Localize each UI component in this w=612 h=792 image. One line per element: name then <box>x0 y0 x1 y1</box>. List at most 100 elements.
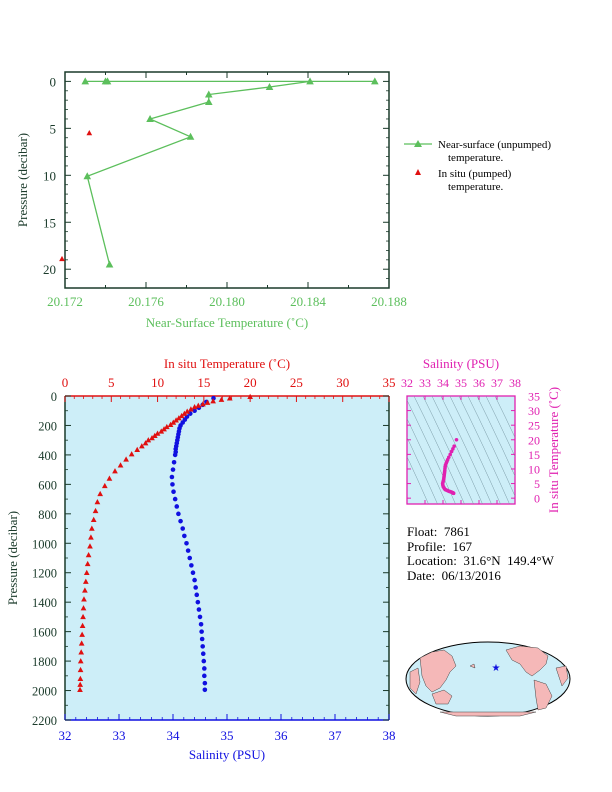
legend-unpumped-label-line2: temperature. <box>448 152 504 164</box>
y-tick-label: 20 <box>43 262 56 277</box>
salinity-point <box>200 644 205 649</box>
temperature-point <box>170 419 177 425</box>
ts-x-tick-label: 35 <box>455 376 467 390</box>
float-id: Float: 7861 <box>407 524 470 539</box>
sal-tick-label: 35 <box>221 728 234 743</box>
salinity-point <box>198 621 204 627</box>
ts-point <box>449 449 454 454</box>
unpumped-point <box>371 77 379 85</box>
temperature-point <box>145 437 152 443</box>
temperature-point <box>204 399 211 405</box>
land-africa-east <box>555 665 569 687</box>
temperature-point <box>112 468 118 474</box>
ts-x-ticks: 32 33 34 35 36 37 38 <box>401 376 521 504</box>
unpumped-point <box>103 77 112 85</box>
temperature-point <box>77 658 84 664</box>
salinity-point <box>178 518 183 524</box>
profile-plot-background <box>65 396 389 720</box>
ts-series <box>440 437 459 496</box>
temperature-point <box>184 408 191 414</box>
salinity-point <box>190 570 196 576</box>
salinity-ticks: 32 33 34 35 36 37 38 <box>59 714 396 743</box>
salinity-point <box>199 636 205 642</box>
temperature-point <box>178 412 185 419</box>
profile-chart: 0 5 10 15 20 25 30 35 32 33 34 35 36 37 38 0 200 400 600… <box>5 356 396 762</box>
land-south-america <box>533 679 553 711</box>
salinity-point <box>169 474 175 480</box>
unpumped-point <box>146 114 154 122</box>
ts-y-tick-label: 15 <box>528 448 540 462</box>
pumped-point <box>59 255 65 262</box>
temperature-point <box>151 432 158 439</box>
temperature-point <box>94 499 101 505</box>
near-surface-x-axis-label: Near-Surface Temperature (˚C) <box>146 315 308 330</box>
world-map: ★ <box>405 641 571 717</box>
salinity-series <box>169 395 216 693</box>
legend-unpumped-label-line1: Near-surface (unpumped) <box>438 139 551 151</box>
temperature-point <box>80 613 86 620</box>
temperature-point <box>200 401 206 407</box>
y-tick-label: 0 <box>50 74 57 89</box>
pres-tick-label: 1400 <box>32 596 57 610</box>
temperature-point <box>79 631 85 637</box>
temperature-point <box>82 587 88 593</box>
temperature-point <box>77 686 83 693</box>
ts-y-axis-label: In situ Temperature (˚C) <box>546 387 561 513</box>
ts-y-tick-label: 0 <box>534 492 540 506</box>
salinity-point <box>182 533 187 539</box>
density-contour <box>407 418 447 504</box>
y-tick-label: 5 <box>50 121 57 136</box>
x-tick-label: 20.184 <box>290 294 326 309</box>
float-location: Location: 31.6°N 149.4°W <box>407 553 554 568</box>
salinity-point <box>202 666 207 671</box>
pumped-point <box>86 130 93 136</box>
temperature-point <box>77 666 84 673</box>
salinity-point <box>170 467 176 472</box>
profile-date: Date: 06/13/2016 <box>407 567 501 583</box>
x-tick-label: 20.188 <box>371 294 407 309</box>
profile-number: Profile: 167 <box>407 538 472 554</box>
salinity-point <box>176 511 181 517</box>
salinity-point <box>189 563 194 568</box>
temp-tick-label: 15 <box>197 375 210 390</box>
salinity-point <box>200 651 206 657</box>
pres-tick-label: 2200 <box>32 714 57 728</box>
pressure-axis-label: Pressure (decibar) <box>5 511 20 605</box>
unpumped-point <box>81 77 90 85</box>
pres-tick-label: 200 <box>38 419 57 433</box>
temperature-point <box>154 430 161 436</box>
salinity-point <box>171 459 177 465</box>
temperature-point <box>85 552 92 558</box>
temp-tick-label: 0 <box>62 375 69 390</box>
temperature-point <box>247 393 253 399</box>
salinity-point <box>192 577 197 583</box>
salinity-point <box>180 526 186 531</box>
near-surface-chart: 20.172 20.176 20.180 20.184 20.188 05101520 … <box>15 71 407 330</box>
salinity-point <box>202 673 207 679</box>
temperature-axis-label: In situ Temperature (˚C) <box>164 356 290 371</box>
salinity-point <box>192 408 197 414</box>
land-pacific-islands <box>469 663 476 669</box>
temperature-point <box>128 451 135 457</box>
salinity-point <box>196 607 202 612</box>
ts-y-tick-label: 30 <box>528 404 540 418</box>
temp-tick-label: 5 <box>108 375 115 390</box>
density-contour <box>407 455 429 504</box>
temperature-point <box>191 404 198 410</box>
temperature-point <box>80 605 87 611</box>
x-tick-label: 20.172 <box>47 294 83 309</box>
pres-tick-label: 1800 <box>32 655 57 669</box>
map-land <box>409 645 569 717</box>
salinity-point <box>194 592 200 598</box>
near-surface-y-ticks: 0 5 10 15 20 <box>43 74 389 280</box>
y-tick-label: 10 <box>43 168 56 183</box>
temperature-point <box>218 396 225 402</box>
land-asia <box>419 649 457 693</box>
density-contour <box>431 396 483 504</box>
temperature-point <box>195 402 202 408</box>
temperature-ticks: 0 5 10 15 20 25 30 35 <box>62 375 396 402</box>
near-surface-y-axis-label: Pressure (decibar) <box>15 133 30 227</box>
salinity-point <box>199 629 204 634</box>
